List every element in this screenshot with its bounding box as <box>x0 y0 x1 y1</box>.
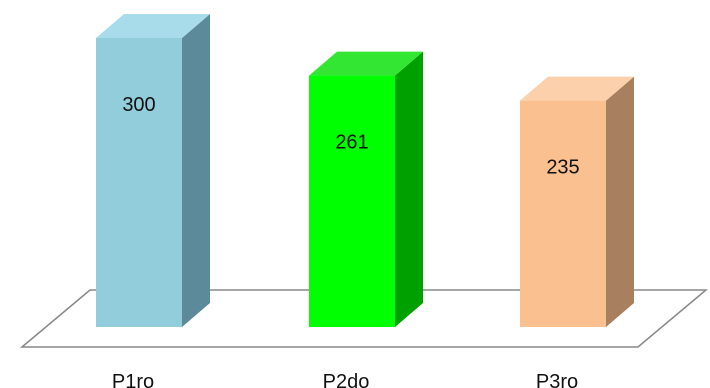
category-label-p1ro: P1ro <box>112 371 154 388</box>
bar-side-p2do <box>395 51 423 327</box>
bar-p2do <box>309 75 395 327</box>
bar-top-p3ro <box>520 76 634 101</box>
bars-group <box>96 14 634 327</box>
bar-side-p3ro <box>606 76 634 327</box>
category-labels-group: P1ro P2do P3ro <box>112 371 578 388</box>
category-label-p2do: P2do <box>323 371 370 388</box>
data-label-p3ro: 235 <box>546 157 579 179</box>
data-label-p2do: 261 <box>335 132 368 154</box>
bar-p3ro <box>520 100 606 327</box>
data-label-p1ro: 300 <box>122 94 155 116</box>
bar-p1ro <box>96 38 182 327</box>
bar-side-p1ro <box>182 14 210 327</box>
category-label-p3ro: P3ro <box>536 371 578 388</box>
value-labels-group: 300 261 235 <box>122 94 579 179</box>
bar-top-p1ro <box>96 14 210 38</box>
bar-top-p2do <box>309 51 423 76</box>
